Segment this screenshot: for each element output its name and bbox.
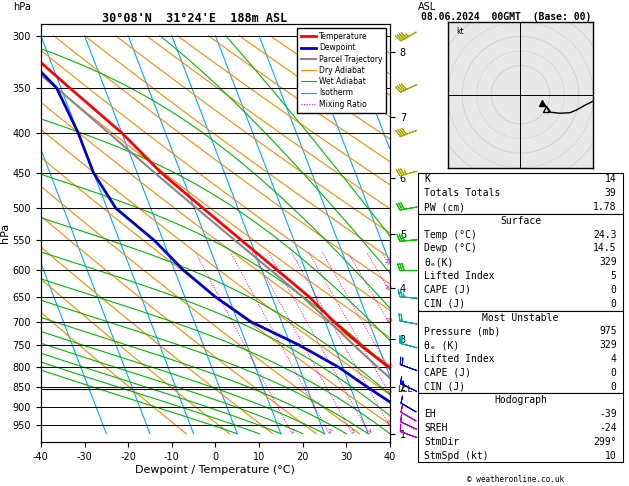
- Text: SREH: SREH: [425, 423, 448, 433]
- Text: 0: 0: [611, 382, 616, 392]
- Text: CAPE (J): CAPE (J): [425, 285, 471, 295]
- Text: 329: 329: [599, 340, 616, 350]
- Text: 24.3: 24.3: [593, 230, 616, 240]
- Text: EH: EH: [425, 409, 436, 419]
- Text: hPa: hPa: [13, 2, 31, 12]
- Text: 0: 0: [611, 285, 616, 295]
- Text: 25: 25: [385, 260, 392, 264]
- Text: 8: 8: [387, 389, 392, 394]
- Text: Totals Totals: Totals Totals: [425, 188, 501, 198]
- Text: 4: 4: [367, 429, 371, 434]
- Text: kt: kt: [457, 27, 464, 35]
- Y-axis label: hPa: hPa: [0, 223, 10, 243]
- Text: 3: 3: [350, 429, 354, 434]
- Legend: Temperature, Dewpoint, Parcel Trajectory, Dry Adiabat, Wet Adiabat, Isotherm, Mi: Temperature, Dewpoint, Parcel Trajectory…: [297, 28, 386, 112]
- Text: Most Unstable: Most Unstable: [482, 312, 559, 323]
- Text: CAPE (J): CAPE (J): [425, 368, 471, 378]
- Bar: [418, 394, 623, 463]
- Bar: [418, 173, 623, 214]
- Text: CIN (J): CIN (J): [425, 382, 465, 392]
- Text: 975: 975: [599, 326, 616, 336]
- Text: 6: 6: [387, 420, 391, 425]
- Text: 5: 5: [611, 271, 616, 281]
- Text: θₑ (K): θₑ (K): [425, 340, 460, 350]
- Text: 2: 2: [327, 429, 331, 434]
- Text: Lifted Index: Lifted Index: [425, 354, 495, 364]
- Text: 15: 15: [386, 318, 393, 323]
- Text: 329: 329: [599, 257, 616, 267]
- Y-axis label: Mixing Ratio (g/kg): Mixing Ratio (g/kg): [441, 187, 450, 279]
- Text: © weatheronline.co.uk: © weatheronline.co.uk: [467, 474, 564, 484]
- Text: 1.78: 1.78: [593, 202, 616, 212]
- Text: -24: -24: [599, 423, 616, 433]
- Text: km
ASL: km ASL: [418, 0, 436, 12]
- Text: θₑ(K): θₑ(K): [425, 257, 454, 267]
- X-axis label: Dewpoint / Temperature (°C): Dewpoint / Temperature (°C): [135, 465, 296, 475]
- Text: 14: 14: [605, 174, 616, 184]
- Text: 0: 0: [611, 299, 616, 309]
- Text: -39: -39: [599, 409, 616, 419]
- Text: 10: 10: [386, 364, 394, 369]
- Text: Hodograph: Hodograph: [494, 395, 547, 405]
- Text: 299°: 299°: [593, 437, 616, 447]
- Bar: [418, 311, 623, 394]
- Text: 4: 4: [611, 354, 616, 364]
- Text: Dewp (°C): Dewp (°C): [425, 243, 477, 254]
- Text: StmDir: StmDir: [425, 437, 460, 447]
- Text: LCL: LCL: [397, 385, 412, 394]
- Text: 10: 10: [605, 451, 616, 461]
- Text: StmSpd (kt): StmSpd (kt): [425, 451, 489, 461]
- Text: 1: 1: [290, 429, 294, 434]
- Bar: [418, 214, 623, 311]
- Text: Temp (°C): Temp (°C): [425, 230, 477, 240]
- Text: K: K: [425, 174, 430, 184]
- Text: 14.5: 14.5: [593, 243, 616, 254]
- Text: CIN (J): CIN (J): [425, 299, 465, 309]
- Text: 20: 20: [385, 285, 392, 290]
- Text: 39: 39: [605, 188, 616, 198]
- Text: PW (cm): PW (cm): [425, 202, 465, 212]
- Text: 08.06.2024  00GMT  (Base: 00): 08.06.2024 00GMT (Base: 00): [421, 12, 592, 22]
- Text: Pressure (mb): Pressure (mb): [425, 326, 501, 336]
- Text: 30°08'N  31°24'E  188m ASL: 30°08'N 31°24'E 188m ASL: [103, 12, 287, 25]
- Text: Lifted Index: Lifted Index: [425, 271, 495, 281]
- Text: Surface: Surface: [500, 216, 541, 226]
- Text: 0: 0: [611, 368, 616, 378]
